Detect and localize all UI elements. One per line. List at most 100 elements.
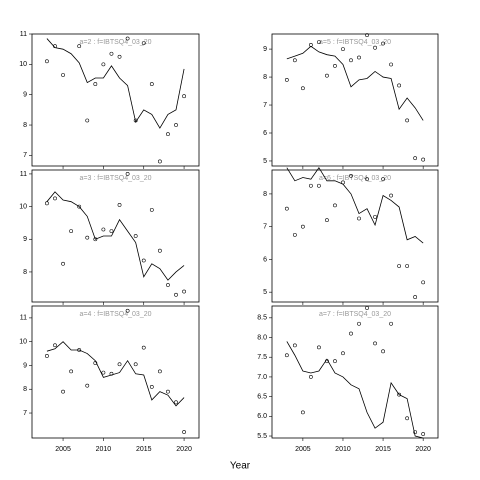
data-point	[133, 118, 138, 123]
data-point	[349, 331, 353, 336]
data-point	[341, 47, 345, 52]
y-tick-label: 8.5	[257, 315, 267, 322]
data-point	[349, 173, 353, 178]
panel: a=4 : f=IBTSQ4_03_20 7 8 9 10 11 2005 2010 2015 2…	[19, 305, 200, 453]
data-point	[373, 45, 377, 50]
data-point	[85, 118, 90, 123]
data-point	[397, 392, 402, 397]
data-point	[421, 157, 426, 162]
data-point	[109, 371, 114, 376]
data-point	[317, 345, 321, 350]
data-point	[389, 62, 393, 67]
y-tick-label: 6.0	[257, 413, 267, 420]
data-point	[174, 400, 178, 405]
y-tick-label: 8	[23, 122, 27, 129]
panel-frame	[31, 169, 200, 303]
x-tick-label: 2015	[375, 446, 391, 453]
data-point	[349, 58, 353, 63]
data-point	[325, 218, 329, 223]
data-point	[149, 207, 154, 212]
data-point	[405, 416, 410, 421]
data-point	[77, 348, 82, 352]
panel-title: a=4 : f=IBTSQ4_03_20	[80, 311, 152, 318]
panel-frame	[31, 33, 200, 167]
data-point	[325, 73, 329, 78]
panel-title: a=7 : f=IBTSQ4_03_20	[319, 311, 391, 318]
data-point	[365, 33, 369, 38]
data-point	[317, 40, 321, 45]
data-point	[85, 235, 90, 240]
x-tick-label: 2005	[295, 446, 311, 453]
panel: a=6 : f=IBTSQ4_03_20 5 6 7 8	[263, 166, 439, 305]
series-line	[286, 341, 424, 439]
data-point	[125, 172, 130, 176]
data-point	[117, 54, 122, 59]
series-line	[46, 38, 185, 129]
y-tick-label: 8	[23, 386, 27, 393]
data-point	[308, 375, 313, 379]
y-tick-label: 6.5	[257, 393, 267, 400]
panel: a=7 : f=IBTSQ4_03_20 5.5 6.0 6.5 7.0 7.5 8.0 8.…	[257, 305, 439, 453]
data-point	[166, 283, 170, 287]
data-point	[381, 349, 385, 354]
x-axis-label: Year	[230, 461, 251, 472]
data-point	[308, 43, 313, 47]
data-point	[101, 62, 106, 67]
data-point	[61, 389, 65, 394]
data-point	[341, 180, 345, 185]
data-point	[157, 248, 162, 253]
y-tick-label: 11	[20, 31, 27, 38]
data-point	[413, 295, 418, 299]
data-point	[77, 204, 82, 209]
data-point	[125, 36, 130, 41]
x-tick-label: 2015	[136, 446, 152, 453]
y-tick-label: 11	[20, 171, 27, 178]
data-point	[300, 410, 305, 415]
data-point	[284, 206, 289, 211]
panel-title: a=2 : f=IBTSQ4_03_20	[80, 39, 152, 46]
data-point	[174, 123, 178, 127]
data-point	[405, 118, 410, 123]
y-tick-label: 10	[19, 339, 27, 346]
data-point	[365, 306, 369, 310]
data-point	[333, 63, 337, 68]
data-point	[53, 343, 57, 348]
data-point	[284, 353, 289, 358]
y-tick-label: 5	[263, 158, 267, 165]
data-point	[69, 369, 74, 374]
data-point	[308, 183, 313, 188]
y-tick-label: 10	[19, 203, 27, 210]
data-point	[93, 82, 98, 86]
data-point	[77, 44, 82, 49]
y-tick-label: 9	[23, 236, 27, 243]
panel-title: a=6 : f=IBTSQ4_03_20	[319, 175, 391, 182]
data-point	[141, 258, 146, 263]
y-tick-label: 9	[23, 362, 27, 369]
x-tick-label: 2020	[176, 446, 192, 453]
panel-frame	[271, 33, 439, 167]
data-point	[389, 193, 393, 198]
data-point	[300, 86, 305, 91]
data-point	[101, 227, 106, 232]
data-point	[381, 177, 385, 182]
y-tick-label: 9	[263, 46, 267, 53]
data-point	[317, 183, 321, 188]
data-point	[333, 359, 337, 364]
y-tick-label: 8	[263, 191, 267, 198]
data-point	[182, 289, 186, 294]
panel-title: a=3 : f=IBTSQ4_03_20	[80, 175, 152, 182]
series-line	[46, 191, 185, 281]
x-tick-label: 2010	[335, 446, 351, 453]
x-tick-label: 2020	[415, 446, 431, 453]
data-point	[292, 232, 297, 237]
data-point	[389, 321, 393, 326]
data-point	[117, 362, 122, 367]
data-point	[45, 354, 49, 358]
panel-frame	[31, 305, 200, 439]
y-tick-label: 7.5	[257, 354, 267, 361]
panel-frame	[271, 169, 439, 303]
data-point	[141, 41, 146, 46]
data-point	[397, 83, 402, 88]
data-point	[333, 203, 337, 208]
y-tick-label: 8.0	[257, 334, 267, 341]
